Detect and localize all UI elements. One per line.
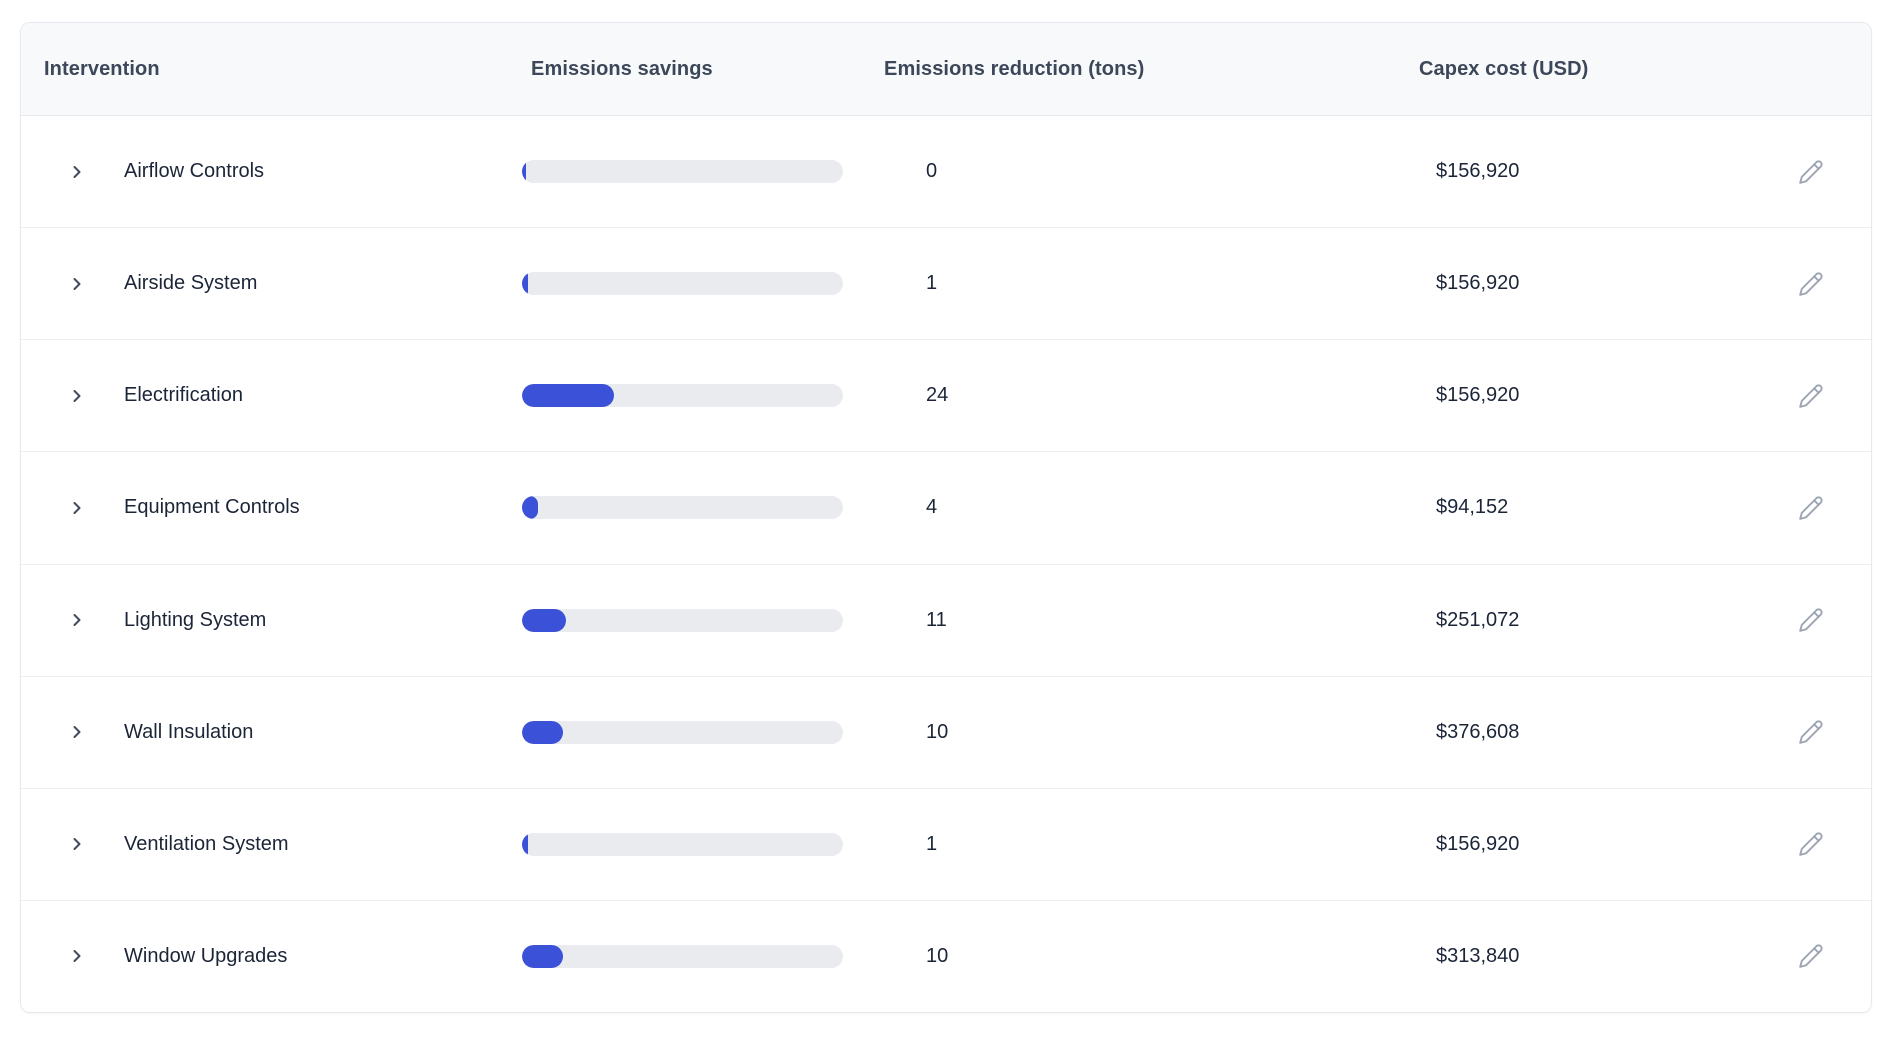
table-row: Ventilation System 1 $156,920 bbox=[21, 787, 1871, 900]
pencil-icon bbox=[1798, 831, 1824, 857]
edit-row-button[interactable] bbox=[1794, 827, 1828, 861]
table-row: Wall Insulation 10 $376,608 bbox=[21, 675, 1871, 788]
emissions-savings-bar-fill bbox=[522, 720, 564, 744]
expand-row-button[interactable] bbox=[63, 830, 91, 858]
pencil-icon bbox=[1798, 383, 1824, 409]
intervention-name: Window Upgrades bbox=[124, 944, 288, 967]
intervention-name: Ventilation System bbox=[124, 832, 289, 855]
emissions-savings-bar bbox=[522, 496, 843, 520]
intervention-name: Equipment Controls bbox=[124, 496, 300, 519]
column-header-capex-cost: Capex cost (USD) bbox=[1419, 57, 1589, 80]
edit-row-button[interactable] bbox=[1794, 715, 1828, 749]
capex-cost-value: $156,920 bbox=[1436, 272, 1520, 295]
expand-row-button[interactable] bbox=[63, 382, 91, 410]
expand-row-button[interactable] bbox=[63, 494, 91, 522]
pencil-icon bbox=[1798, 495, 1824, 521]
capex-cost-value: $156,920 bbox=[1436, 384, 1520, 407]
emissions-savings-bar-fill bbox=[522, 272, 529, 296]
table-header-row: Intervention Emissions savings Emissions… bbox=[21, 23, 1871, 116]
chevron-right-icon bbox=[67, 722, 87, 742]
expand-row-button[interactable] bbox=[63, 718, 91, 746]
chevron-right-icon bbox=[67, 274, 87, 294]
emissions-savings-bar-fill bbox=[522, 384, 615, 408]
table-row: Window Upgrades 10 $313,840 bbox=[21, 899, 1871, 1012]
emissions-savings-bar-fill bbox=[522, 944, 564, 968]
edit-row-button[interactable] bbox=[1794, 491, 1828, 525]
intervention-name: Airside System bbox=[124, 272, 258, 295]
edit-row-button[interactable] bbox=[1794, 939, 1828, 973]
emissions-savings-bar bbox=[522, 608, 843, 632]
expand-row-button[interactable] bbox=[63, 270, 91, 298]
emissions-savings-bar bbox=[522, 720, 843, 744]
table-row: Airside System 1 $156,920 bbox=[21, 227, 1871, 340]
pencil-icon bbox=[1798, 943, 1824, 969]
table-row: Airflow Controls 0 $156,920 bbox=[21, 116, 1871, 228]
pencil-icon bbox=[1798, 271, 1824, 297]
chevron-right-icon bbox=[67, 946, 87, 966]
capex-cost-value: $94,152 bbox=[1436, 496, 1509, 519]
emissions-savings-bar-fill bbox=[522, 160, 526, 184]
intervention-name: Wall Insulation bbox=[124, 720, 254, 743]
intervention-name: Airflow Controls bbox=[124, 160, 265, 183]
table-row: Lighting System 11 $251,072 bbox=[21, 563, 1871, 676]
intervention-name: Electrification bbox=[124, 384, 243, 407]
emissions-reduction-value: 10 bbox=[926, 720, 949, 743]
pencil-icon bbox=[1798, 159, 1824, 185]
edit-row-button[interactable] bbox=[1794, 603, 1828, 637]
emissions-savings-bar bbox=[522, 944, 843, 968]
column-header-emissions-reduction: Emissions reduction (tons) bbox=[884, 57, 1145, 80]
table-body: Airflow Controls 0 $156,920 bbox=[21, 116, 1871, 1012]
pencil-icon bbox=[1798, 607, 1824, 633]
emissions-savings-bar-fill bbox=[522, 832, 529, 856]
interventions-table: Intervention Emissions savings Emissions… bbox=[20, 22, 1872, 1013]
edit-row-button[interactable] bbox=[1794, 267, 1828, 301]
emissions-reduction-value: 11 bbox=[926, 608, 947, 631]
expand-row-button[interactable] bbox=[63, 606, 91, 634]
emissions-savings-bar-fill bbox=[522, 496, 539, 520]
emissions-reduction-value: 1 bbox=[926, 832, 938, 855]
column-header-emissions-savings: Emissions savings bbox=[531, 57, 713, 80]
emissions-savings-bar bbox=[522, 384, 843, 408]
capex-cost-value: $156,920 bbox=[1436, 160, 1520, 183]
chevron-right-icon bbox=[67, 498, 87, 518]
emissions-reduction-value: 10 bbox=[926, 944, 949, 967]
emissions-reduction-value: 4 bbox=[926, 496, 938, 519]
chevron-right-icon bbox=[67, 162, 87, 182]
emissions-savings-bar bbox=[522, 832, 843, 856]
capex-cost-value: $376,608 bbox=[1436, 720, 1520, 743]
capex-cost-value: $156,920 bbox=[1436, 832, 1520, 855]
emissions-savings-bar-fill bbox=[522, 608, 566, 632]
chevron-right-icon bbox=[67, 834, 87, 854]
column-header-intervention: Intervention bbox=[44, 57, 160, 80]
chevron-right-icon bbox=[67, 386, 87, 406]
capex-cost-value: $313,840 bbox=[1436, 944, 1520, 967]
emissions-savings-bar bbox=[522, 160, 843, 184]
intervention-name: Lighting System bbox=[124, 608, 267, 631]
capex-cost-value: $251,072 bbox=[1436, 608, 1520, 631]
emissions-reduction-value: 1 bbox=[926, 272, 938, 295]
emissions-reduction-value: 0 bbox=[926, 160, 938, 183]
expand-row-button[interactable] bbox=[63, 158, 91, 186]
edit-row-button[interactable] bbox=[1794, 379, 1828, 413]
expand-row-button[interactable] bbox=[63, 942, 91, 970]
table-row: Electrification 24 $156,920 bbox=[21, 339, 1871, 452]
edit-row-button[interactable] bbox=[1794, 155, 1828, 189]
chevron-right-icon bbox=[67, 610, 87, 630]
table-row: Equipment Controls 4 $94,152 bbox=[21, 451, 1871, 564]
pencil-icon bbox=[1798, 719, 1824, 745]
emissions-savings-bar bbox=[522, 272, 843, 296]
emissions-reduction-value: 24 bbox=[926, 384, 949, 407]
